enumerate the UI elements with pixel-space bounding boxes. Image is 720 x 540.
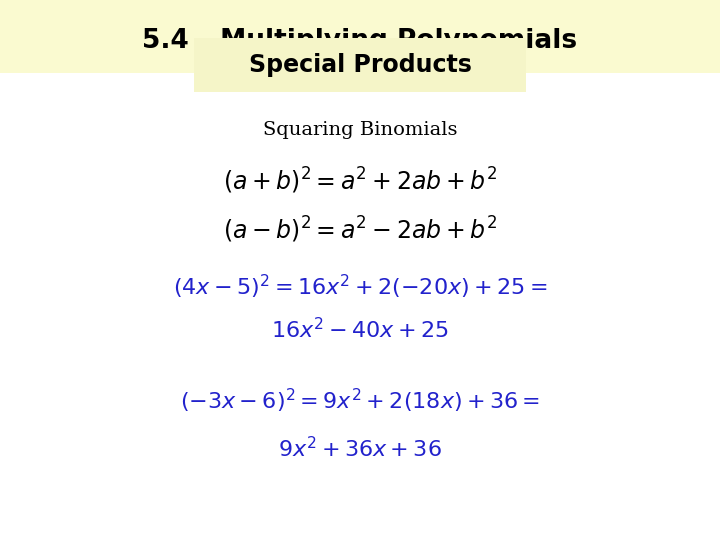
Text: $\left(a+b\right)^{2}=a^{2}+2ab+b^{2}$: $\left(a+b\right)^{2}=a^{2}+2ab+b^{2}$ <box>222 166 498 196</box>
Text: $\left(a-b\right)^{2}=a^{2}-2ab+b^{2}$: $\left(a-b\right)^{2}=a^{2}-2ab+b^{2}$ <box>222 214 498 245</box>
Text: Squaring Binomials: Squaring Binomials <box>263 120 457 139</box>
Text: Special Products: Special Products <box>248 53 472 77</box>
Text: $\left(-3x-6\right)^{2}=9x^{2}+2\left(18x\right)+36=$: $\left(-3x-6\right)^{2}=9x^{2}+2\left(18… <box>180 387 540 415</box>
FancyBboxPatch shape <box>194 38 526 92</box>
Text: $16x^{2}-40x+25$: $16x^{2}-40x+25$ <box>271 318 449 343</box>
FancyBboxPatch shape <box>0 0 720 73</box>
Text: 5.4 – Multiplying Polynomials: 5.4 – Multiplying Polynomials <box>143 28 577 53</box>
Text: $9x^{2}+36x+36$: $9x^{2}+36x+36$ <box>278 437 442 462</box>
Text: $\left(4x-5\right)^{2}=16x^{2}+2\left(-20x\right)+25=$: $\left(4x-5\right)^{2}=16x^{2}+2\left(-2… <box>173 273 547 301</box>
